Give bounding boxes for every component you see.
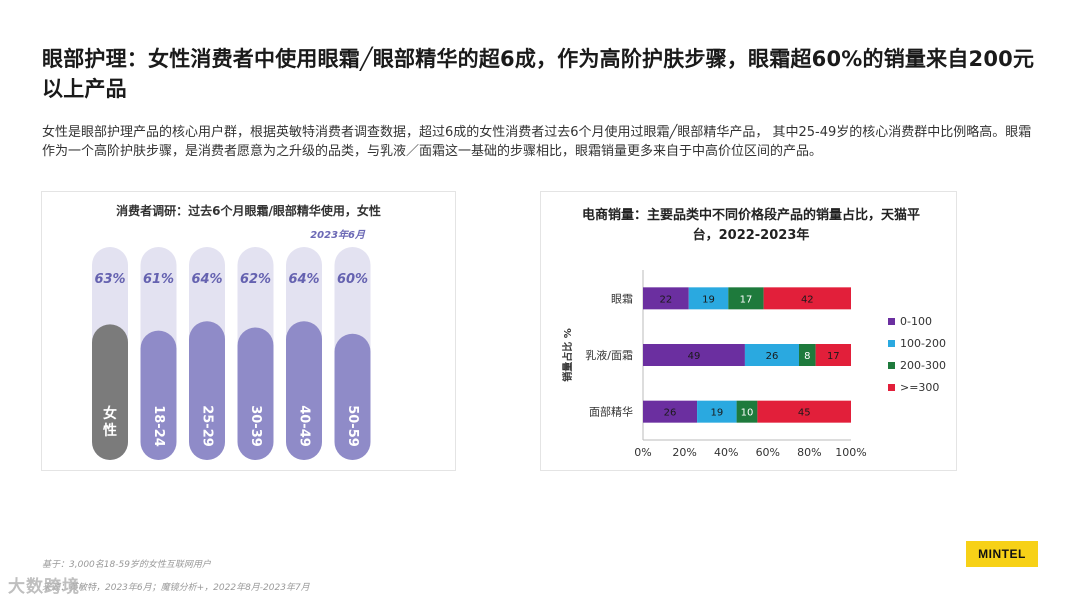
bar-segment-label: 17 bbox=[740, 294, 753, 305]
survey-chart-panel: 消费者调研：过去6个月眼霜/眼部精华使用，女性 2023年6月 63% 女性 61%… bbox=[41, 191, 456, 471]
bar-segment-label: 22 bbox=[660, 294, 673, 305]
mintel-logo: MINTEL bbox=[966, 541, 1038, 567]
x-tick-label: 40% bbox=[714, 446, 738, 459]
intro-paragraph: 女性是眼部护理产品的核心用户群，根据英敏特消费者调查数据，超过6成的女性消费者过… bbox=[42, 125, 1032, 159]
pill-bar: 60% 50-59 bbox=[334, 247, 371, 460]
pill-category-label: 18-24 bbox=[151, 405, 166, 447]
pill-fill bbox=[140, 330, 177, 460]
pill-category-label: 40-49 bbox=[297, 405, 312, 447]
pill-fill bbox=[286, 321, 322, 460]
bar-segment bbox=[799, 344, 816, 366]
bar-segment bbox=[643, 344, 745, 366]
category-label: 面部精华 bbox=[589, 405, 633, 419]
category-label: 眼霜 bbox=[611, 292, 633, 305]
survey-chart-date: 2023年6月 bbox=[310, 230, 365, 241]
pill-value-label: 61% bbox=[143, 272, 174, 287]
bar-segment bbox=[688, 287, 729, 310]
legend-swatch bbox=[888, 318, 895, 325]
bar-segment-label: 26 bbox=[664, 408, 677, 419]
legend-swatch bbox=[888, 340, 895, 347]
x-tick-label: 0% bbox=[634, 446, 651, 459]
bar-segment bbox=[697, 400, 737, 423]
ecommerce-chart-title: 电商销量：主要品类中不同价格段产品的销量占比，天猫平台，2022-2023年 bbox=[581, 208, 920, 243]
footnote-source: 来源：英敏特，2023年6月；魔镜分析+，2022年8月-2023年7月 bbox=[42, 583, 310, 593]
bar-segment bbox=[728, 287, 764, 310]
page-title: 眼部护理：女性消费者中使用眼霜╱眼部精华的超6成，作为高阶护肤步骤，眼霜超60%… bbox=[42, 47, 1035, 101]
legend-swatch bbox=[888, 362, 895, 369]
bar-segment bbox=[763, 287, 851, 310]
pill-category-label: 性 bbox=[103, 422, 117, 439]
pill-bar: 64% 40-49 bbox=[286, 247, 322, 460]
bar-segment-label: 26 bbox=[766, 351, 779, 362]
survey-chart-title: 消费者调研：过去6个月眼霜/眼部精华使用，女性 bbox=[116, 204, 381, 218]
watermark-text: 大数跨境 bbox=[8, 577, 80, 597]
pill-value-label: 63% bbox=[94, 272, 125, 287]
pill-fill bbox=[189, 321, 225, 460]
pill-category-label: 25-29 bbox=[200, 405, 215, 447]
pill-value-label: 62% bbox=[240, 272, 271, 287]
legend-label: >=300 bbox=[900, 381, 939, 394]
ecommerce-chart-panel: 电商销量：主要品类中不同价格段产品的销量占比，天猫平台，2022-2023年 销… bbox=[540, 191, 957, 471]
pill-bar: 64% 25-29 bbox=[189, 247, 225, 460]
legend-label: 100-200 bbox=[900, 337, 946, 350]
bar-segment-label: 49 bbox=[688, 351, 701, 362]
pill-value-label: 64% bbox=[288, 272, 319, 287]
bar-segment bbox=[643, 400, 698, 423]
bar-segment-label: 45 bbox=[798, 408, 811, 419]
bar-segment bbox=[736, 400, 758, 423]
pill-category-label: 50-59 bbox=[345, 405, 360, 447]
y-axis-title: 销量占比 % bbox=[561, 328, 574, 382]
survey-pill-chart: 63% 女性 61% 18-24 64% 25-29 62% 30-39 64% 40-49 60%… bbox=[92, 247, 371, 460]
pill-category-label: 30-39 bbox=[248, 405, 263, 447]
legend-label: 200-300 bbox=[900, 359, 946, 372]
pill-fill bbox=[237, 327, 274, 460]
pill-fill bbox=[334, 333, 371, 460]
footnote-base: 基于：3,000名18-59岁的女性互联网用户 bbox=[42, 560, 211, 570]
legend-label: 0-100 bbox=[900, 315, 932, 328]
bar-segment-label: 19 bbox=[710, 408, 723, 419]
bar-segment-label: 10 bbox=[741, 408, 754, 419]
x-tick-label: 60% bbox=[756, 446, 780, 459]
bar-segment bbox=[757, 400, 851, 423]
pill-value-label: 60% bbox=[337, 272, 368, 287]
pill-fill bbox=[92, 324, 128, 460]
legend-swatch bbox=[888, 384, 895, 391]
ecommerce-stacked-bar-chart: 销量占比 % 眼霜 22 19 17 42 乳液/面霜 49 26 8 17 面部精华 26 19 10 45… bbox=[561, 270, 946, 459]
x-tick-label: 20% bbox=[672, 446, 696, 459]
category-label: 乳液/面霜 bbox=[585, 348, 633, 362]
pill-value-label: 64% bbox=[191, 272, 222, 287]
pill-category-label: 女 bbox=[103, 405, 117, 422]
bar-segment-label: 17 bbox=[827, 351, 840, 362]
bar-segment bbox=[744, 344, 799, 366]
x-tick-label: 80% bbox=[797, 446, 821, 459]
pill-bar: 61% 18-24 bbox=[140, 247, 177, 460]
bar-segment bbox=[643, 287, 689, 310]
pill-bar: 62% 30-39 bbox=[237, 247, 274, 460]
bar-segment-label: 8 bbox=[804, 351, 810, 362]
x-tick-label: 100% bbox=[835, 446, 866, 459]
pill-bar: 63% 女性 bbox=[92, 247, 128, 460]
bar-segment-label: 42 bbox=[801, 294, 814, 305]
bar-segment bbox=[815, 344, 851, 366]
bar-segment-label: 19 bbox=[702, 294, 715, 305]
